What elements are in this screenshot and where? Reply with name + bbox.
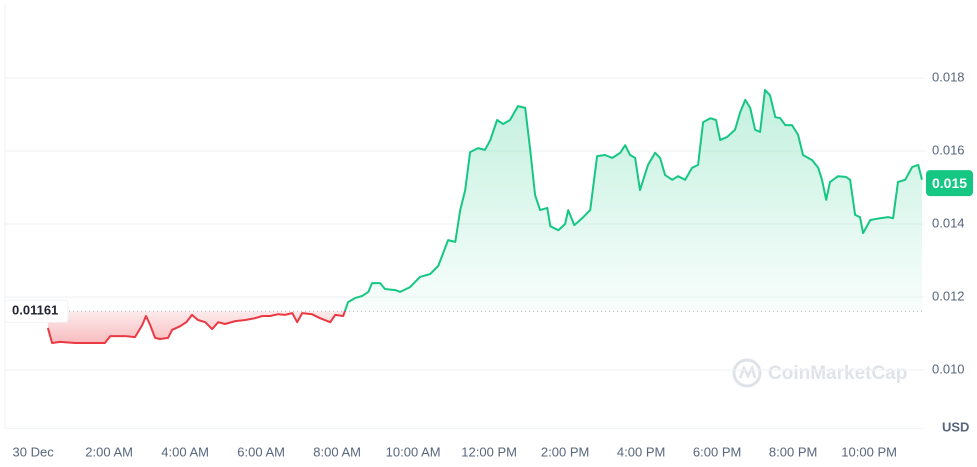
x-tick-label: 30 Dec: [13, 444, 55, 459]
x-tick-label: 6:00 PM: [693, 444, 741, 459]
x-tick-label: 2:00 AM: [85, 444, 133, 459]
last-price-label: 0.015: [932, 175, 967, 191]
baseline-label: 0.01161: [12, 303, 58, 318]
x-tick-label: 12:00 PM: [461, 444, 517, 459]
y-tick-label: 0.014: [932, 215, 965, 230]
last-price-tag: [926, 170, 973, 197]
x-tick-label: 10:00 PM: [841, 444, 897, 459]
x-tick-label: 8:00 PM: [769, 444, 817, 459]
x-tick-label: 2:00 PM: [541, 444, 589, 459]
unit-label: USD: [942, 419, 969, 434]
area-fill: [47, 90, 922, 343]
watermark: CoinMarketCap: [732, 358, 907, 388]
watermark-text: CoinMarketCap: [768, 363, 907, 384]
x-tick-label: 4:00 AM: [161, 444, 209, 459]
baseline-label-box: [4, 299, 69, 323]
y-tick-label: 0.010: [932, 361, 965, 376]
x-tick-label: 8:00 AM: [313, 444, 361, 459]
y-tick-label: 0.018: [932, 69, 965, 84]
x-tick-label: 4:00 PM: [617, 444, 665, 459]
x-tick-label: 6:00 AM: [237, 444, 285, 459]
price-line: [46, 89, 923, 344]
y-tick-label: 0.016: [932, 142, 965, 157]
x-tick-label: 10:00 AM: [386, 444, 441, 459]
y-tick-label: 0.012: [932, 288, 965, 303]
